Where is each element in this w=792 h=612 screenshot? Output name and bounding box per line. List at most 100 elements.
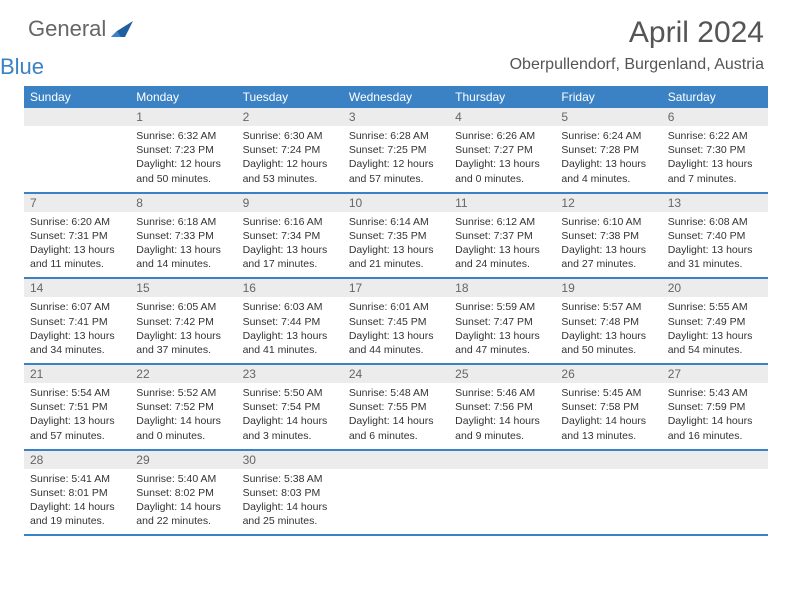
day-body: Sunrise: 6:28 AMSunset: 7:25 PMDaylight:… — [343, 126, 449, 192]
day-body: Sunrise: 6:30 AMSunset: 7:24 PMDaylight:… — [237, 126, 343, 192]
sunrise-line: Sunrise: 5:40 AM — [136, 472, 230, 486]
day-body: Sunrise: 5:41 AMSunset: 8:01 PMDaylight:… — [24, 469, 130, 535]
sunrise-line: Sunrise: 6:22 AM — [668, 129, 762, 143]
day-body: Sunrise: 6:05 AMSunset: 7:42 PMDaylight:… — [130, 297, 236, 363]
sunset-line: Sunset: 7:56 PM — [455, 400, 549, 414]
day-body: Sunrise: 6:10 AMSunset: 7:38 PMDaylight:… — [555, 212, 661, 278]
sunrise-line: Sunrise: 6:05 AM — [136, 300, 230, 314]
sunset-line: Sunset: 7:37 PM — [455, 229, 549, 243]
sunset-line: Sunset: 7:55 PM — [349, 400, 443, 414]
sunset-line: Sunset: 7:48 PM — [561, 315, 655, 329]
day-cell: 18Sunrise: 5:59 AMSunset: 7:47 PMDayligh… — [449, 279, 555, 363]
sunrise-line: Sunrise: 6:18 AM — [136, 215, 230, 229]
daylight-line: Daylight: 13 hours and 44 minutes. — [349, 329, 443, 357]
day-cell: 30Sunrise: 5:38 AMSunset: 8:03 PMDayligh… — [237, 451, 343, 535]
daylight-line: Daylight: 14 hours and 0 minutes. — [136, 414, 230, 442]
sunset-line: Sunset: 7:33 PM — [136, 229, 230, 243]
day-number: 1 — [130, 108, 236, 126]
daylight-line: Daylight: 12 hours and 57 minutes. — [349, 157, 443, 185]
day-cell — [343, 451, 449, 535]
day-body: Sunrise: 6:24 AMSunset: 7:28 PMDaylight:… — [555, 126, 661, 192]
daylight-line: Daylight: 14 hours and 19 minutes. — [30, 500, 124, 528]
sunrise-line: Sunrise: 6:08 AM — [668, 215, 762, 229]
sunset-line: Sunset: 7:27 PM — [455, 143, 549, 157]
daylight-line: Daylight: 13 hours and 0 minutes. — [455, 157, 549, 185]
day-cell: 3Sunrise: 6:28 AMSunset: 7:25 PMDaylight… — [343, 108, 449, 192]
sunset-line: Sunset: 7:24 PM — [243, 143, 337, 157]
daylight-line: Daylight: 13 hours and 34 minutes. — [30, 329, 124, 357]
week-row: 21Sunrise: 5:54 AMSunset: 7:51 PMDayligh… — [24, 365, 768, 451]
day-body: Sunrise: 6:32 AMSunset: 7:23 PMDaylight:… — [130, 126, 236, 192]
sunset-line: Sunset: 7:47 PM — [455, 315, 549, 329]
sunset-line: Sunset: 7:41 PM — [30, 315, 124, 329]
day-cell: 8Sunrise: 6:18 AMSunset: 7:33 PMDaylight… — [130, 194, 236, 278]
day-number — [555, 451, 661, 469]
sunset-line: Sunset: 7:49 PM — [668, 315, 762, 329]
day-body: Sunrise: 5:46 AMSunset: 7:56 PMDaylight:… — [449, 383, 555, 449]
day-number: 29 — [130, 451, 236, 469]
day-number: 9 — [237, 194, 343, 212]
day-number: 27 — [662, 365, 768, 383]
sunset-line: Sunset: 7:38 PM — [561, 229, 655, 243]
daylight-line: Daylight: 13 hours and 24 minutes. — [455, 243, 549, 271]
day-cell — [449, 451, 555, 535]
logo-mark-icon — [111, 21, 133, 42]
weekday-header-row: SundayMondayTuesdayWednesdayThursdayFrid… — [24, 86, 768, 108]
sunset-line: Sunset: 7:59 PM — [668, 400, 762, 414]
weekday-header: Monday — [130, 86, 236, 108]
day-cell: 4Sunrise: 6:26 AMSunset: 7:27 PMDaylight… — [449, 108, 555, 192]
day-body: Sunrise: 5:48 AMSunset: 7:55 PMDaylight:… — [343, 383, 449, 449]
day-body: Sunrise: 6:26 AMSunset: 7:27 PMDaylight:… — [449, 126, 555, 192]
day-cell: 28Sunrise: 5:41 AMSunset: 8:01 PMDayligh… — [24, 451, 130, 535]
day-body: Sunrise: 5:55 AMSunset: 7:49 PMDaylight:… — [662, 297, 768, 363]
sunrise-line: Sunrise: 5:57 AM — [561, 300, 655, 314]
daylight-line: Daylight: 14 hours and 16 minutes. — [668, 414, 762, 442]
day-number: 20 — [662, 279, 768, 297]
day-number: 15 — [130, 279, 236, 297]
daylight-line: Daylight: 14 hours and 13 minutes. — [561, 414, 655, 442]
day-body — [449, 469, 555, 492]
sunrise-line: Sunrise: 5:50 AM — [243, 386, 337, 400]
day-number: 7 — [24, 194, 130, 212]
day-number: 5 — [555, 108, 661, 126]
sunrise-line: Sunrise: 6:16 AM — [243, 215, 337, 229]
sunrise-line: Sunrise: 5:41 AM — [30, 472, 124, 486]
day-number: 18 — [449, 279, 555, 297]
sunset-line: Sunset: 7:28 PM — [561, 143, 655, 157]
day-body: Sunrise: 6:18 AMSunset: 7:33 PMDaylight:… — [130, 212, 236, 278]
day-number — [662, 451, 768, 469]
daylight-line: Daylight: 14 hours and 6 minutes. — [349, 414, 443, 442]
day-body: Sunrise: 6:03 AMSunset: 7:44 PMDaylight:… — [237, 297, 343, 363]
sunrise-line: Sunrise: 6:28 AM — [349, 129, 443, 143]
day-cell: 15Sunrise: 6:05 AMSunset: 7:42 PMDayligh… — [130, 279, 236, 363]
day-cell: 14Sunrise: 6:07 AMSunset: 7:41 PMDayligh… — [24, 279, 130, 363]
sunrise-line: Sunrise: 5:46 AM — [455, 386, 549, 400]
sunset-line: Sunset: 7:45 PM — [349, 315, 443, 329]
week-row: 1Sunrise: 6:32 AMSunset: 7:23 PMDaylight… — [24, 108, 768, 194]
day-body — [24, 126, 130, 149]
logo-text-blue: Blue — [0, 54, 44, 79]
daylight-line: Daylight: 13 hours and 31 minutes. — [668, 243, 762, 271]
day-cell: 19Sunrise: 5:57 AMSunset: 7:48 PMDayligh… — [555, 279, 661, 363]
location: Oberpullendorf, Burgenland, Austria — [510, 56, 764, 74]
daylight-line: Daylight: 13 hours and 54 minutes. — [668, 329, 762, 357]
weekday-header: Thursday — [449, 86, 555, 108]
sunrise-line: Sunrise: 5:45 AM — [561, 386, 655, 400]
day-body: Sunrise: 5:40 AMSunset: 8:02 PMDaylight:… — [130, 469, 236, 535]
day-cell: 10Sunrise: 6:14 AMSunset: 7:35 PMDayligh… — [343, 194, 449, 278]
day-body: Sunrise: 6:16 AMSunset: 7:34 PMDaylight:… — [237, 212, 343, 278]
title-block: April 2024 Oberpullendorf, Burgenland, A… — [510, 16, 764, 74]
sunset-line: Sunset: 8:02 PM — [136, 486, 230, 500]
day-body: Sunrise: 5:45 AMSunset: 7:58 PMDaylight:… — [555, 383, 661, 449]
day-body — [555, 469, 661, 492]
day-number: 2 — [237, 108, 343, 126]
day-cell: 20Sunrise: 5:55 AMSunset: 7:49 PMDayligh… — [662, 279, 768, 363]
day-cell: 2Sunrise: 6:30 AMSunset: 7:24 PMDaylight… — [237, 108, 343, 192]
sunrise-line: Sunrise: 6:20 AM — [30, 215, 124, 229]
day-cell: 11Sunrise: 6:12 AMSunset: 7:37 PMDayligh… — [449, 194, 555, 278]
day-number: 8 — [130, 194, 236, 212]
header: General Blue April 2024 Oberpullendorf, … — [0, 0, 792, 74]
sunrise-line: Sunrise: 5:38 AM — [243, 472, 337, 486]
sunset-line: Sunset: 7:35 PM — [349, 229, 443, 243]
day-cell — [662, 451, 768, 535]
